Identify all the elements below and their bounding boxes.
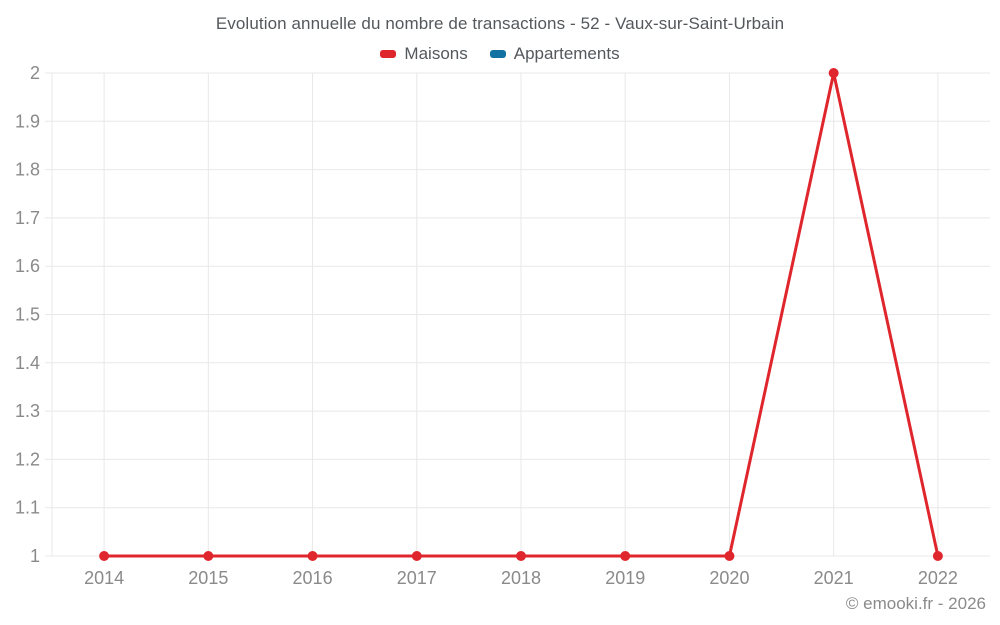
chart-title: Evolution annuelle du nombre de transact…	[215, 14, 785, 33]
x-axis-label: 2022	[918, 568, 958, 588]
legend-item-appartements[interactable]: Appartements	[489, 44, 620, 64]
maisons-data-point[interactable]	[307, 551, 318, 561]
x-axis-label: 2014	[84, 568, 124, 588]
y-axis-label: 2	[30, 63, 40, 83]
maisons-data-point[interactable]	[620, 551, 631, 561]
y-axis-label: 1	[30, 546, 40, 566]
y-axis-label: 1.8	[15, 160, 40, 180]
x-axis-label: 2018	[501, 568, 541, 588]
x-axis-label: 2021	[814, 568, 854, 588]
maisons-data-point[interactable]	[932, 551, 943, 561]
y-axis-label: 1.1	[15, 498, 40, 518]
y-axis-label: 1.7	[15, 208, 40, 228]
legend-item-maisons[interactable]: Maisons	[380, 44, 468, 64]
y-axis-label: 1.3	[15, 401, 40, 421]
y-axis-label: 1.4	[15, 353, 40, 373]
y-axis-label: 1.2	[15, 449, 40, 469]
maisons-data-point[interactable]	[516, 551, 526, 561]
x-axis-label: 2015	[188, 568, 228, 588]
x-axis-label: 2016	[293, 568, 333, 588]
maisons-data-point[interactable]	[411, 551, 422, 561]
maisons-data-point[interactable]	[203, 551, 214, 561]
maisons-data-point[interactable]	[724, 551, 735, 561]
appartements-series-marker-icon	[489, 50, 506, 58]
y-axis-label: 1.5	[15, 305, 40, 325]
legend-label-maisons: Maisons	[404, 44, 468, 63]
maisons-data-point[interactable]	[828, 68, 839, 78]
x-axis-label: 2017	[397, 568, 437, 588]
y-axis-label: 1.6	[15, 256, 40, 276]
x-axis-label: 2019	[605, 568, 645, 588]
legend-label-appartements: Appartements	[513, 44, 620, 63]
maisons-data-point[interactable]	[99, 551, 110, 561]
x-axis-label: 2020	[709, 568, 749, 588]
y-axis-label: 1.9	[15, 111, 40, 131]
maisons-series-marker-icon	[380, 50, 397, 58]
legend: Maisons Appartements	[0, 44, 1000, 64]
watermark: © emooki.fr - 2026	[845, 594, 986, 613]
